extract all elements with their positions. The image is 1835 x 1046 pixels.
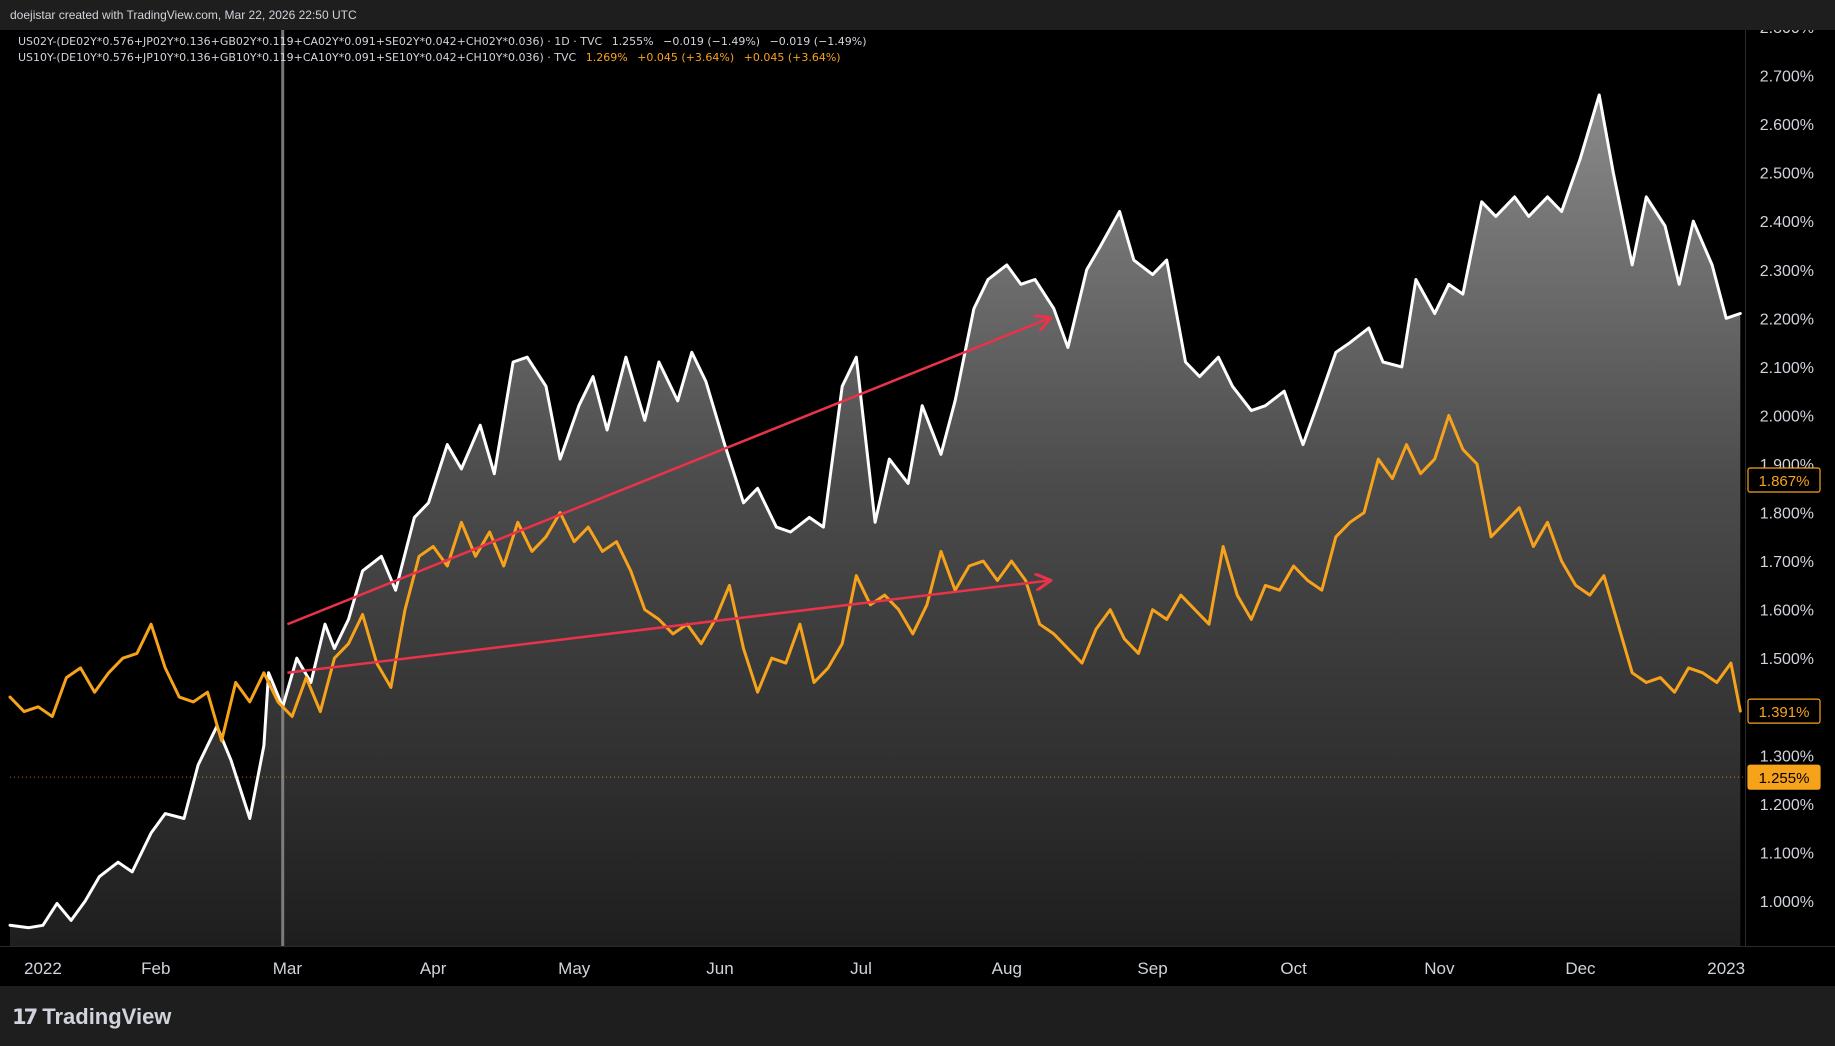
legend-interval-us02y: · 1D · TVC: [547, 35, 603, 48]
legend-row-us10y[interactable]: US10Y-(DE10Y*0.576+JP10Y*0.136+GB10Y*0.1…: [18, 51, 841, 64]
y-tick-label: 1.200%: [1760, 797, 1814, 814]
price-label-2: 1.391%: [1759, 704, 1810, 721]
y-tick-label: 2.800%: [1760, 30, 1814, 37]
y-tick-label: 1.800%: [1760, 506, 1814, 523]
legend-interval-us10y: · TVC: [547, 51, 577, 64]
legend-value-us10y: 1.269%: [585, 51, 628, 64]
x-tick-label: Jul: [850, 959, 872, 978]
y-tick-label: 1.100%: [1760, 845, 1814, 862]
y-tick-label: 2.300%: [1760, 263, 1814, 280]
price-label-3: 1.255%: [1759, 770, 1810, 787]
y-tick-label: 2.200%: [1760, 311, 1814, 328]
x-tick-label: Sep: [1137, 959, 1167, 978]
y-tick-label: 2.500%: [1760, 166, 1814, 183]
line-chart[interactable]: 1.000% 1.100% 1.200% 1.300% 1.500% 1.600% 1.70…: [0, 30, 1835, 986]
legend-change-us02y: −0.019 (−1.49%): [663, 35, 761, 48]
series-line-us10y: [8, 413, 1742, 743]
price-label-box-3: [1747, 764, 1821, 790]
us02y-area-fill: [10, 95, 1741, 946]
price-axis-panel: [1745, 30, 1835, 986]
chart-area[interactable]: 1.000% 1.100% 1.200% 1.300% 1.500% 1.600% 1.70…: [0, 30, 1835, 986]
tradingview-logo-icon: 17: [12, 1005, 38, 1029]
y-tick-label: 2.100%: [1760, 360, 1814, 377]
price-label-box-1: [1747, 467, 1821, 493]
crosshair-vertical-line: [281, 30, 285, 946]
legend-value-us02y: 1.255%: [611, 35, 654, 48]
y-tick-label: 2.400%: [1760, 214, 1814, 231]
y-tick-label: 1.300%: [1760, 748, 1814, 765]
x-tick-label: Mar: [273, 959, 303, 978]
y-tick-label: 1.600%: [1760, 603, 1814, 620]
x-tick-label: Oct: [1280, 959, 1307, 978]
legend-symbol-us02y: US02Y-(DE02Y*0.576+JP02Y*0.136+GB02Y*0.1…: [18, 35, 544, 48]
y-tick-label: 1.500%: [1760, 651, 1814, 668]
x-tick-label: Jun: [706, 959, 733, 978]
y-tick-label: 1.700%: [1760, 554, 1814, 571]
x-tick-label: Nov: [1424, 959, 1455, 978]
x-tick-label: 2023: [1707, 959, 1745, 978]
top-bar: doejistar created with TradingView.com, …: [0, 0, 1835, 30]
x-tick-label: Dec: [1565, 959, 1596, 978]
y-tick-label: 1.000%: [1760, 894, 1814, 911]
legend-change2-us02y: −0.019 (−1.49%): [769, 35, 867, 48]
x-tick-label: Feb: [141, 959, 170, 978]
tradingview-logo[interactable]: 17 TradingView: [12, 1004, 172, 1029]
time-axis-panel: [0, 946, 1835, 986]
tradingview-brand: TradingView: [42, 1004, 172, 1029]
trend-arrow-2: [287, 581, 1049, 675]
footer-bar: 17 TradingView: [0, 986, 1835, 1046]
y-tick-label: 2.700%: [1760, 69, 1814, 86]
y-tick-label: 2.600%: [1760, 117, 1814, 134]
x-tick-label: May: [558, 959, 591, 978]
price-label-box-2: [1747, 698, 1821, 724]
trend-arrow-1: [286, 318, 1049, 626]
x-tick-label: Aug: [992, 959, 1022, 978]
x-tick-label: Apr: [420, 959, 447, 978]
legend-change-us10y: +0.045 (+3.64%): [637, 51, 735, 64]
chart-credit: doejistar created with TradingView.com, …: [10, 8, 357, 22]
legend-change2-us10y: +0.045 (+3.64%): [743, 51, 841, 64]
legend-row-us02y[interactable]: US02Y-(DE02Y*0.576+JP02Y*0.136+GB02Y*0.1…: [18, 35, 867, 48]
legend-symbol-us10y: US10Y-(DE10Y*0.576+JP10Y*0.136+GB10Y*0.1…: [18, 51, 544, 64]
price-label-1: 1.867%: [1759, 473, 1810, 490]
y-tick-label: 2.000%: [1760, 408, 1814, 425]
x-tick-label: 2022: [24, 959, 62, 978]
